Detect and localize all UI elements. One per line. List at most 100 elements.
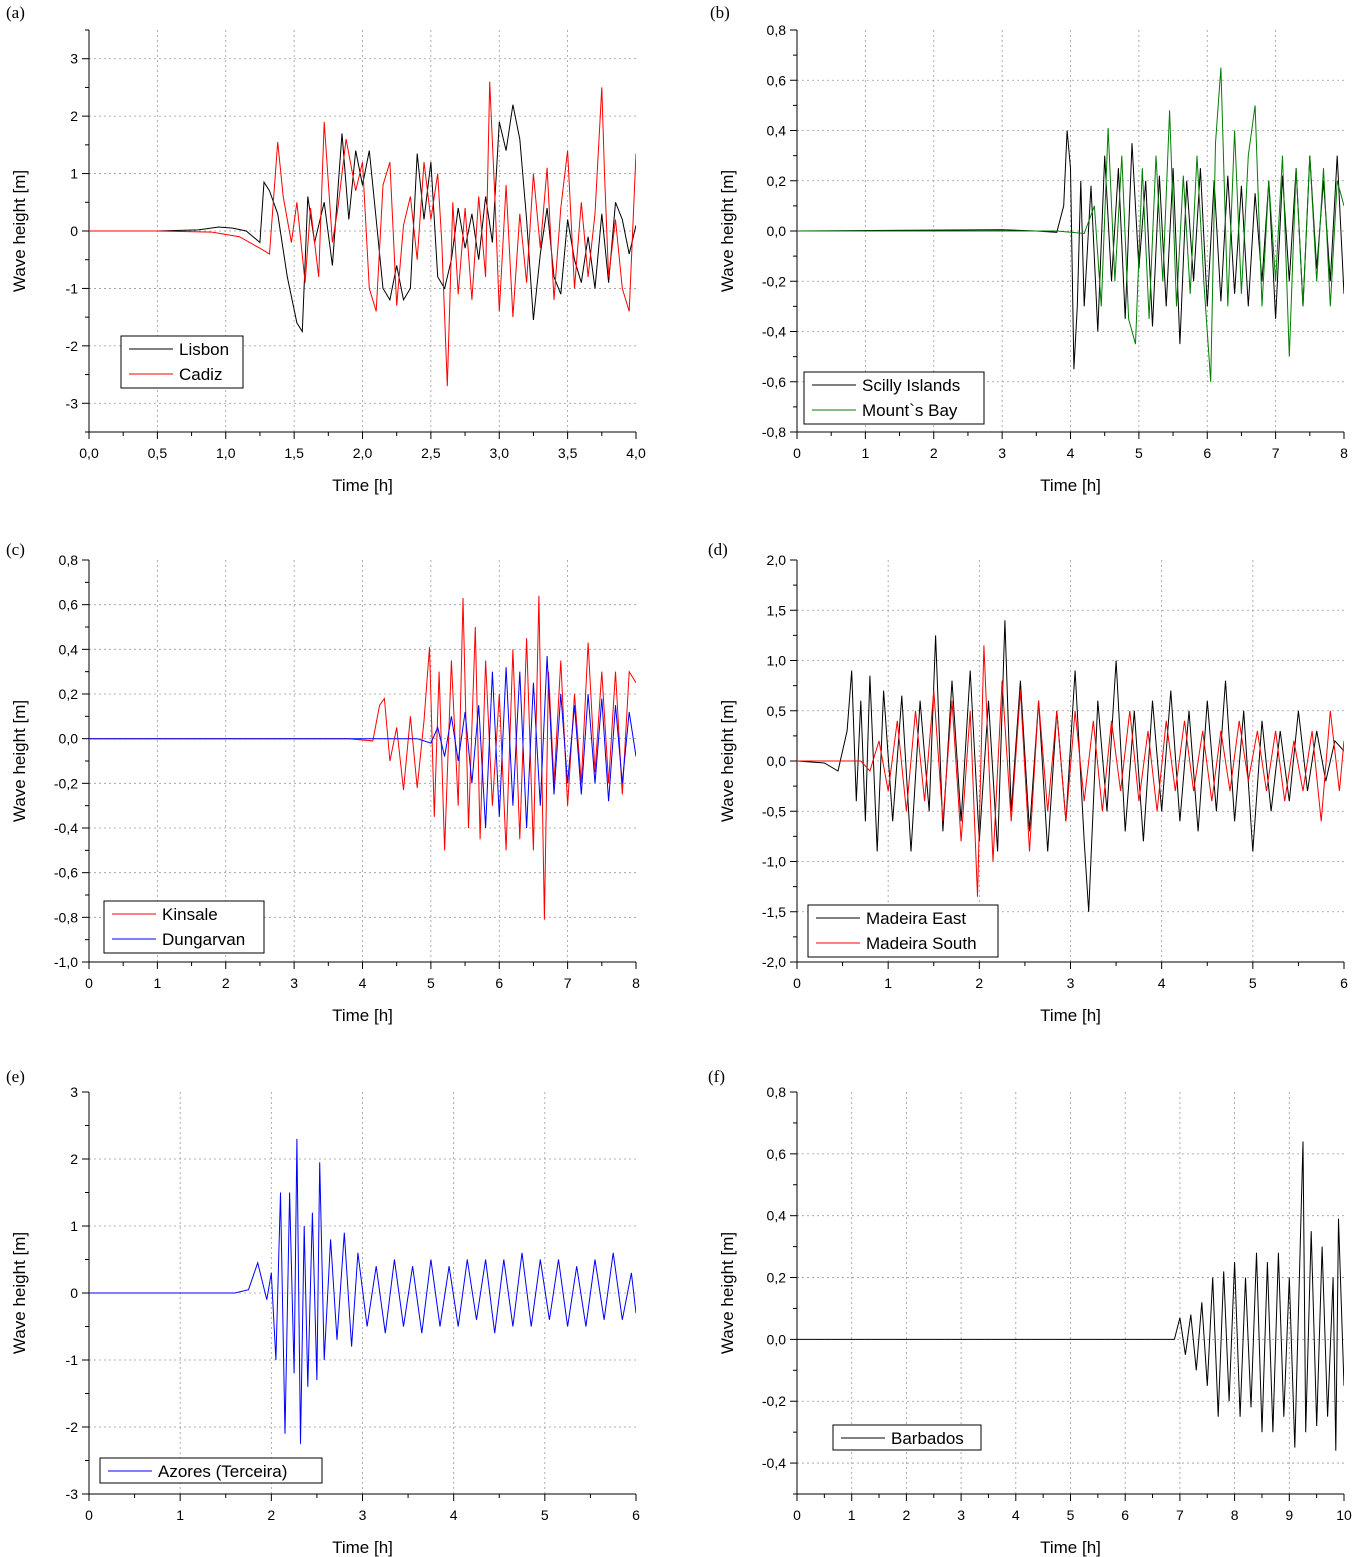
y-tick-label: -0,8 [54,909,78,925]
x-tick-label: 5 [1249,975,1257,991]
x-tick-label: 1 [848,1507,856,1523]
x-tick-label: 3 [359,1507,367,1523]
x-tick-label: 0 [793,975,801,991]
y-tick-label: -3 [66,1486,79,1502]
x-tick-label: 4 [1158,975,1166,991]
x-tick-label: 7 [1176,1507,1184,1523]
x-tick-label: 0,5 [148,445,168,461]
legend: Azores (Terceira) [99,1457,323,1484]
x-axis-title: Time [h] [1040,1538,1101,1557]
y-tick-label: 1,0 [767,653,787,669]
y-tick-label: 0,0 [59,731,79,747]
x-tick-label: 0 [793,1507,801,1523]
y-tick-label: 0,8 [767,1084,787,1100]
y-tick-label: -0,6 [54,865,78,881]
x-tick-label: 4 [450,1507,458,1523]
y-tick-label: -1 [66,280,79,296]
x-tick-label: 4 [359,975,367,991]
y-axis-title: Wave height [m] [718,1232,737,1354]
y-tick-label: 0,4 [767,123,787,139]
chart-panel-5: 0 1 2 3 4 5 6 7 8 9 10 -0,4 -0,2 0,0 0,2 0,4 0,6 0,8 Time … [708,1067,1352,1557]
x-tick-label: 3 [957,1507,965,1523]
legend: Madeira East Madeira South [807,904,999,958]
x-tick-label: 4 [1067,445,1075,461]
x-tick-label: 3,0 [490,445,510,461]
x-tick-label: 6 [1340,975,1348,991]
x-tick-label: 9 [1285,1507,1293,1523]
x-tick-label: 2 [930,445,938,461]
legend-box [103,900,265,954]
x-tick-label: 2 [903,1507,911,1523]
legend-entry: Madeira East [866,909,966,928]
x-axis-title: Time [h] [332,1006,393,1025]
panel-label: (d) [708,540,728,559]
y-tick-label: -2 [66,338,79,354]
y-tick-label: 0,2 [767,1270,787,1286]
y-tick-label: 2,0 [767,552,787,568]
y-tick-label: -1,0 [54,954,78,970]
legend-box [803,371,985,425]
x-tick-label: 8 [1231,1507,1239,1523]
chart-panel-1: 0 1 2 3 4 5 6 7 8 -0,8 -0,6 -0,4 -0,2 0,0 0,2 0,4 0,6 0,8… [710,3,1348,495]
x-tick-label: 8 [632,975,640,991]
x-tick-label: 1,0 [216,445,236,461]
chart-panel-3: 0 1 2 3 4 5 6 -2,0 -1,5 -1,0 -0,5 0,0 0,5 1,0 1,5 2,0 Ti… [708,540,1348,1025]
y-tick-label: -2,0 [762,954,786,970]
y-axis-title: Wave height [m] [10,170,29,292]
y-tick-label: 1,5 [767,602,787,618]
x-tick-label: 1 [153,975,161,991]
y-tick-label: 3 [70,1084,78,1100]
y-tick-label: 1 [70,1218,78,1234]
x-tick-label: 0 [793,445,801,461]
panel-label: (c) [6,540,25,559]
series-line-1 [89,655,636,829]
legend-entry: Lisbon [179,340,229,359]
y-tick-label: -3 [66,395,79,411]
legend: Kinsale Dungarvan [103,900,265,954]
y-tick-label: -0,2 [762,1393,786,1409]
x-tick-label: 5 [541,1507,549,1523]
y-tick-label: 0,0 [767,223,787,239]
legend-box [120,335,244,389]
legend-entry: Mount`s Bay [862,401,958,420]
legend-entry: Cadiz [179,365,222,384]
y-tick-label: 2 [70,108,78,124]
y-tick-label: 0,8 [59,552,79,568]
y-axis-title: Wave height [m] [718,170,737,292]
x-tick-label: 3 [290,975,298,991]
legend-entry: Dungarvan [162,930,245,949]
chart-panel-2: 0 1 2 3 4 5 6 7 8 -1,0 -0,8 -0,6 -0,4 -0,2 0,0 0,2 0,4 0,… [6,540,640,1025]
legend-entry: Scilly Islands [862,376,960,395]
series-line-0 [89,1138,636,1444]
y-tick-label: 0,2 [59,686,79,702]
y-tick-label: -1 [66,1352,79,1368]
x-tick-label: 2 [975,975,983,991]
x-tick-label: 5 [1067,1507,1075,1523]
panel-label: (b) [710,3,730,22]
panel-label: (a) [6,3,25,22]
chart-panel-4: 0 1 2 3 4 5 6 -3 -2 -1 0 1 2 3 Time [h] Wave height [m]… [6,1067,640,1557]
y-tick-label: 0,6 [59,597,79,613]
x-axis-title: Time [h] [1040,476,1101,495]
y-tick-label: 1 [70,166,78,182]
y-tick-label: 0 [70,223,78,239]
x-tick-label: 5 [1135,445,1143,461]
y-tick-label: -0,8 [762,424,786,440]
legend-entry: Barbados [891,1429,964,1448]
x-tick-label: 6 [1203,445,1211,461]
y-tick-label: 0,4 [767,1208,787,1224]
x-tick-label: 6 [1121,1507,1129,1523]
series-line-0 [797,130,1344,370]
series-line-1 [89,81,636,387]
y-tick-label: 0 [70,1285,78,1301]
y-tick-label: -0,4 [762,324,786,340]
panel-label: (f) [708,1067,725,1086]
x-tick-label: 3 [1067,975,1075,991]
x-tick-label: 7 [1272,445,1280,461]
x-tick-label: 1 [884,975,892,991]
y-tick-label: -2 [66,1419,79,1435]
legend: Barbados [832,1424,982,1451]
y-tick-label: -0,4 [762,1455,786,1471]
x-tick-label: 3,5 [558,445,578,461]
y-tick-label: 0,6 [767,72,787,88]
